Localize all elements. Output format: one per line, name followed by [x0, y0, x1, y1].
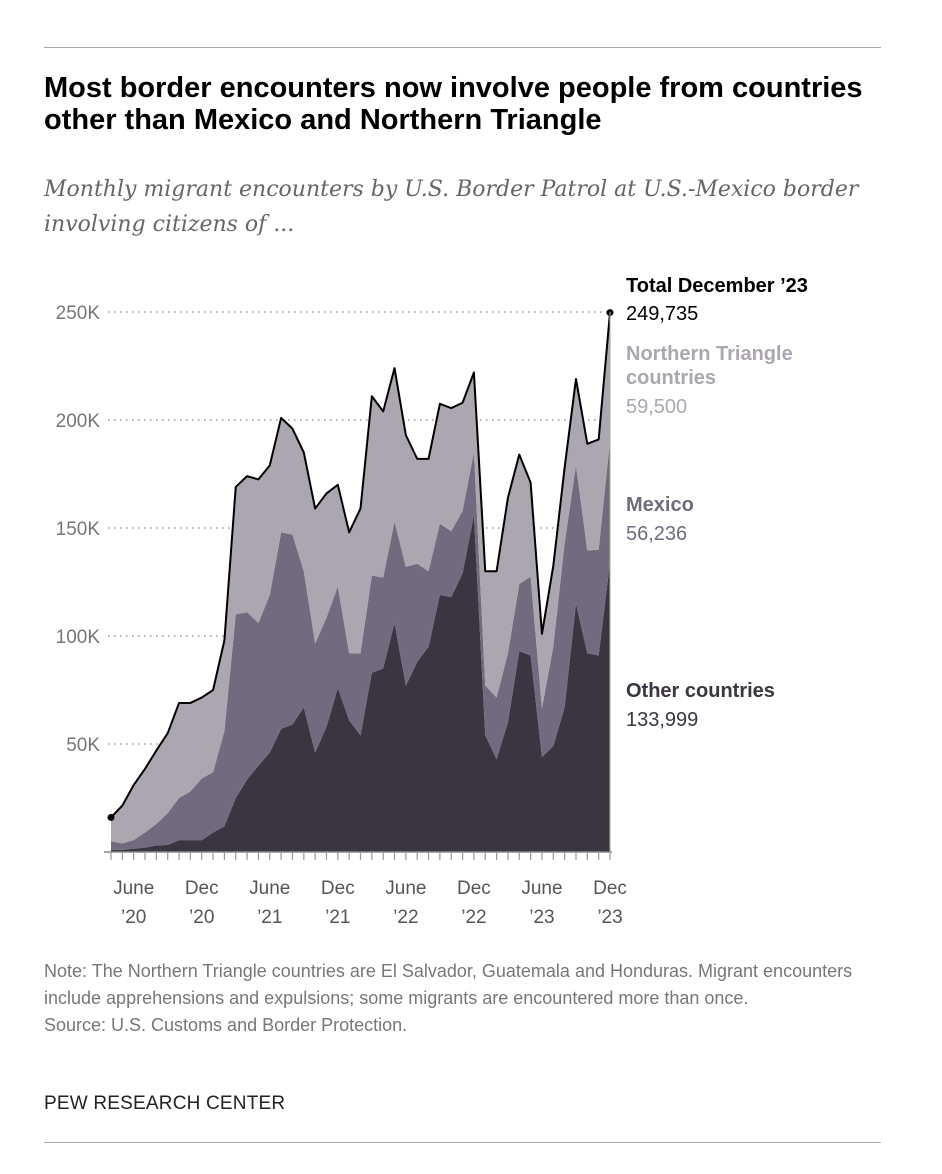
notes: Note: The Northern Triangle countries ar… [44, 958, 904, 1039]
total-value: 249,735 [626, 303, 698, 325]
total-start-point [107, 813, 115, 821]
area-mexico [111, 441, 610, 850]
chart-subtitle: Monthly migrant encounters by U.S. Borde… [44, 177, 859, 237]
x-tick-label-year: ’20 [189, 907, 214, 928]
x-tick-label-year: ’21 [325, 907, 350, 928]
other-countries-value: 133,999 [626, 709, 698, 731]
brand-logo-text: PEW RESEARCH CENTER [44, 1093, 286, 1114]
chart-title: Most border encounters now involve peopl… [44, 72, 863, 136]
area-northern_triangle [111, 312, 610, 844]
bottom-rule [44, 1142, 881, 1143]
area-other [111, 515, 610, 852]
mexico-value: 56,236 [626, 523, 687, 545]
y-tick-label: 150K [56, 519, 101, 540]
total-label: Total December ’23 [626, 275, 808, 297]
x-tick-label: Dec [457, 878, 491, 899]
total-line [110, 312, 611, 819]
northern-triangle-label-line2: countries [626, 367, 716, 389]
note-text: Note: The Northern Triangle countries ar… [44, 961, 853, 1008]
x-tick-label: Dec [593, 878, 627, 899]
y-tick-label: 250K [56, 303, 101, 324]
x-tick-label: June [249, 878, 290, 899]
x-tick-label-year: ’22 [461, 907, 486, 928]
x-tick-label: June [521, 878, 562, 899]
y-tick-label: 200K [56, 411, 101, 432]
y-tick-label: 50K [66, 735, 100, 756]
x-tick-label-year: ’23 [529, 907, 554, 928]
top-rule [44, 47, 881, 48]
x-tick-label: June [113, 878, 154, 899]
northern-triangle-value: 59,500 [626, 396, 687, 418]
x-tick-label-year: ’20 [121, 907, 146, 928]
x-tick-label: June [385, 878, 426, 899]
x-tick-label: Dec [185, 878, 219, 899]
x-tick-label: Dec [321, 878, 355, 899]
x-tick-label-year: ’22 [393, 907, 418, 928]
y-tick-label: 100K [56, 627, 101, 648]
source-text: Source: U.S. Customs and Border Protecti… [44, 1015, 408, 1035]
northern-triangle-label-line1: Northern Triangle [626, 343, 793, 365]
x-tick-label-year: ’21 [257, 907, 282, 928]
other-countries-label: Other countries [626, 680, 775, 702]
mexico-label: Mexico [626, 494, 694, 516]
stacked-area-chart: 50K 100K 150K 200K 250K June ’20 Dec ’20 June ’21 D… [56, 275, 808, 928]
x-tick-label-year: ’23 [597, 907, 622, 928]
